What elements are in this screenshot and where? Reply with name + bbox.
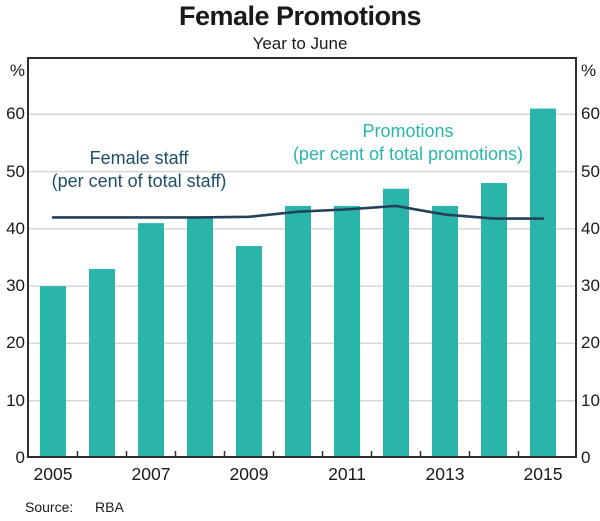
bar-2014 [481, 183, 507, 458]
x-axis-label-2007: 2007 [131, 464, 171, 484]
bar-2015 [530, 108, 556, 459]
plot-canvas [27, 57, 577, 459]
bar-2009 [236, 246, 262, 458]
bar-2008 [187, 217, 213, 458]
bar-2006 [89, 268, 115, 458]
bar-2012 [383, 188, 409, 458]
y-axis-label-right-30: 30 [581, 276, 600, 296]
plot-border [27, 57, 577, 458]
staff-line [51, 204, 545, 220]
line-series-label-line1: Female staff [89, 148, 189, 168]
y-axis-label-right-40: 40 [581, 218, 600, 238]
y-axis-unit-right: % [581, 61, 597, 80]
x-axis-label-2013: 2013 [425, 464, 465, 484]
bar-2005 [40, 286, 66, 458]
line-series-label: Female staff (per cent of total staff) [24, 147, 254, 193]
y-axis-label-right-0: 0 [581, 448, 591, 467]
y-axis-label-right-20: 20 [581, 333, 600, 353]
x-axis-label-2009: 2009 [229, 464, 269, 484]
x-axis-label-2011: 2011 [328, 464, 366, 484]
y-axis-label-left-40: 40 [6, 218, 25, 238]
bar-2010 [285, 205, 311, 458]
chart-title: Female Promotions [178, 1, 422, 31]
y-axis-label-right-60: 60 [581, 104, 600, 124]
bar-2013 [432, 205, 458, 458]
y-axis-label-right-50: 50 [581, 161, 600, 181]
bar-series-label-line1: Promotions [362, 121, 454, 141]
source-label: Source: [25, 499, 74, 515]
x-axis-label-2005: 2005 [33, 464, 73, 484]
bar-2011 [334, 205, 360, 458]
source-value: RBA [95, 499, 124, 515]
chart-subtitle: Year to June [252, 34, 348, 53]
bar-series-label-line2: (per cent of total promotions) [292, 144, 524, 164]
y-axis-label-right-10: 10 [581, 390, 600, 410]
plot-area [27, 57, 577, 459]
y-axis-label-left-30: 30 [6, 276, 25, 296]
line-series-label-line2: (per cent of total staff) [51, 171, 227, 191]
y-axis-label-left-20: 20 [6, 333, 25, 353]
y-axis-unit-left: % [9, 61, 25, 80]
bar-2007 [138, 223, 164, 458]
y-axis-label-left-50: 50 [6, 161, 25, 181]
y-axis-label-left-60: 60 [6, 104, 25, 124]
x-axis-label-2015: 2015 [523, 464, 563, 484]
bar-series-label: Promotions (per cent of total promotions… [277, 120, 539, 166]
y-axis-label-left-0: 0 [15, 448, 25, 467]
y-axis-label-left-10: 10 [6, 390, 25, 410]
